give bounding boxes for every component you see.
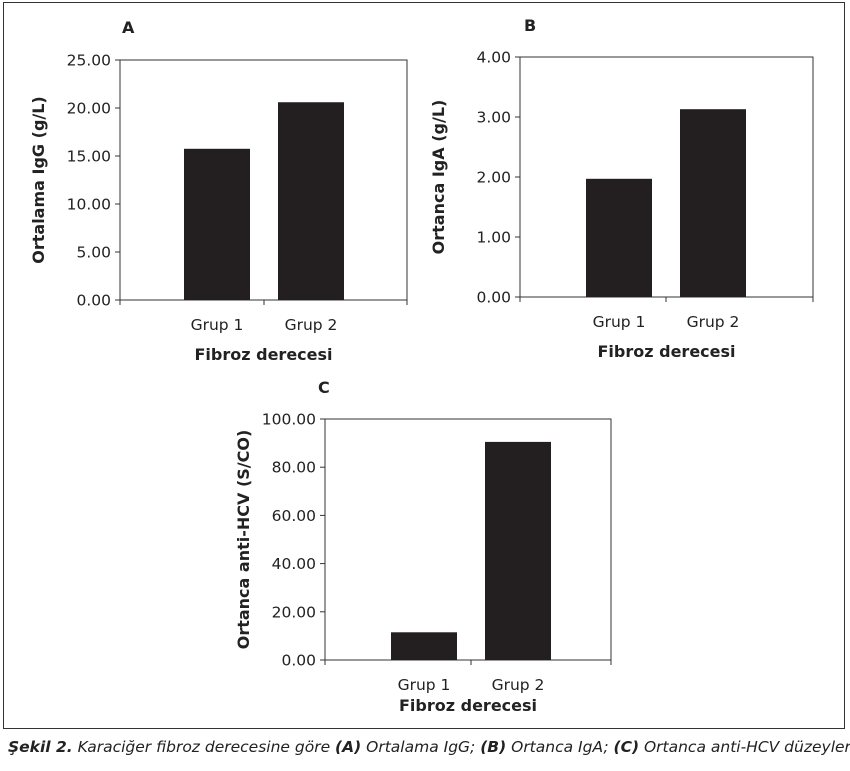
caption-tag-b: (B): [480, 738, 507, 756]
y-tick-label-b-4: 4.00: [476, 49, 511, 67]
bar-a-2: [278, 102, 344, 301]
y-tick-label-c-3: 60.00: [272, 507, 316, 525]
y-tick-label-b-1: 1.00: [476, 229, 511, 247]
figure-frame: [3, 2, 845, 729]
x-axis-label-c: Fibroz derecesi: [399, 696, 537, 715]
caption-label: Şekil 2.: [8, 738, 73, 756]
y-tick-label-c-5: 100.00: [262, 411, 316, 429]
caption-text-c: Ortanca anti-HCV düzeyleri.: [639, 738, 850, 756]
figure-caption: Şekil 2. Karaciğer fibroz derecesine gör…: [8, 738, 850, 756]
x-axis-label-b: Fibroz derecesi: [597, 342, 735, 361]
bar-c-2: [485, 441, 551, 660]
panel-label-c: C: [318, 378, 330, 397]
y-axis-label-b: Ortanca IgA (g/L): [429, 100, 448, 255]
y-tick-label-b-3: 3.00: [476, 109, 511, 127]
y-tick-label-a-5: 25.00: [67, 52, 111, 70]
bar-b-1: [586, 178, 652, 297]
y-tick-label-a-1: 5.00: [76, 244, 111, 262]
x-tick-label-c-2: Grup 2: [492, 676, 545, 694]
y-tick-label-a-0: 0.00: [76, 292, 111, 310]
y-tick-label-c-2: 40.00: [272, 555, 316, 573]
plot-area-a: [119, 59, 408, 301]
x-axis-label-a: Fibroz derecesi: [194, 345, 332, 364]
x-tick-label-b-2: Grup 2: [687, 313, 740, 331]
panel-label-a: A: [122, 18, 135, 37]
x-tick-label-a-1: Grup 1: [191, 316, 244, 334]
x-tick-label-b-1: Grup 1: [593, 313, 646, 331]
y-tick-label-a-2: 10.00: [67, 196, 111, 214]
y-tick-label-b-2: 2.00: [476, 169, 511, 187]
caption-text-b: Ortanca IgA;: [506, 738, 614, 756]
y-tick-label-a-3: 15.00: [67, 148, 111, 166]
caption-tag-a: (A): [335, 738, 362, 756]
bar-a-1: [184, 148, 250, 300]
plot-area-c: [324, 418, 612, 661]
caption-tag-c: (C): [613, 738, 640, 756]
y-tick-label-c-4: 80.00: [272, 459, 316, 477]
y-tick-label-b-0: 0.00: [476, 289, 511, 307]
plot-area-b: [519, 56, 814, 298]
y-axis-label-c: Ortanca anti-HCV (S/CO): [234, 430, 253, 650]
x-tick-label-a-2: Grup 2: [285, 316, 338, 334]
bar-c-1: [391, 632, 457, 660]
bar-b-2: [680, 109, 746, 297]
y-tick-label-c-0: 0.00: [281, 652, 316, 670]
y-axis-label-a: Ortalama IgG (g/L): [29, 96, 48, 263]
y-tick-label-a-4: 20.00: [67, 100, 111, 118]
x-tick-label-c-1: Grup 1: [398, 676, 451, 694]
charts-canvas: 0.00 5.00 10.00 15.00 20.00 25.00 Grup 1 Grup 2…: [29, 16, 814, 715]
caption-text-a: Ortalama IgG;: [361, 738, 481, 756]
y-tick-label-c-1: 20.00: [272, 603, 316, 621]
panel-label-b: B: [524, 16, 536, 35]
caption-intro: Karaciğer fibroz derecesine göre: [72, 738, 336, 756]
